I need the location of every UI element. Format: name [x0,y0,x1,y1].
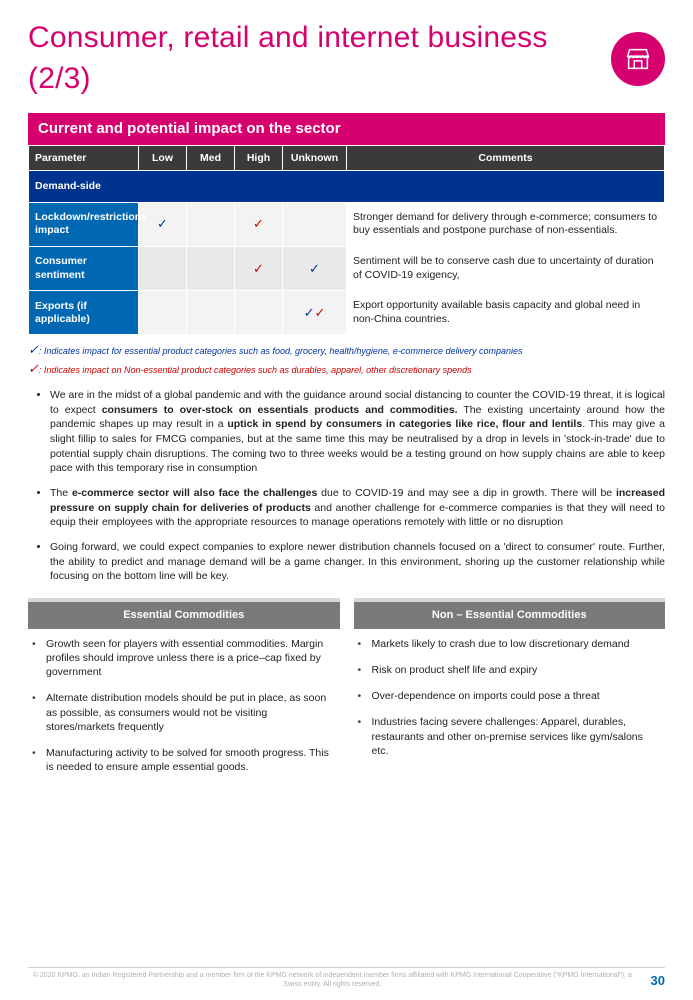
row-label: Exports (if applicable) [29,291,139,335]
cell-unknown: ✓ [283,246,347,290]
table-row: Lockdown/restrictions impact✓✓Stronger d… [29,202,665,246]
essential-heading: Essential Commodities [28,598,340,629]
page-number: 30 [651,972,665,990]
body-bullets: We are in the midst of a global pandemic… [28,388,665,584]
bullet-item: Going forward, we could expect companies… [50,540,665,584]
cell-med [187,246,235,290]
cell-high: ✓ [235,202,283,246]
col-parameter: Parameter [29,146,139,171]
cell-comment: Export opportunity available basis capac… [347,291,665,335]
col-med: Med [187,146,235,171]
legend: ✓: Indicates impact for essential produc… [28,341,665,377]
bullet-item: We are in the midst of a global pandemic… [50,388,665,476]
footer-copyright: © 2020 KPMG, an Indian Registered Partne… [28,972,637,990]
store-icon [611,32,665,86]
non-essential-column: Non – Essential Commodities Markets like… [354,598,666,786]
col-high: High [235,146,283,171]
list-item: Industries facing severe challenges: App… [358,715,662,758]
essential-column: Essential Commodities Growth seen for pl… [28,598,340,786]
row-label: Consumer sentiment [29,246,139,290]
col-comments: Comments [347,146,665,171]
row-label: Lockdown/restrictions impact [29,202,139,246]
list-item: Risk on product shelf life and expiry [358,663,662,677]
list-item: Manufacturing activity to be solved for … [32,746,336,774]
table-row: Exports (if applicable) ✓✓Export opportun… [29,291,665,335]
cell-high: ✓ [235,246,283,290]
bullet-item: The e-commerce sector will also face the… [50,486,665,530]
col-low: Low [139,146,187,171]
cell-low [139,246,187,290]
cell-unknown [283,202,347,246]
cell-low [139,291,187,335]
list-item: Growth seen for players with essential c… [32,637,336,680]
list-item: Markets likely to crash due to low discr… [358,637,662,651]
cell-high [235,291,283,335]
impact-table: Parameter Low Med High Unknown Comments … [28,145,665,335]
list-item: Over-dependence on imports could pose a … [358,689,662,703]
subhead-demand: Demand-side [29,171,665,202]
cell-med [187,291,235,335]
section-heading: Current and potential impact on the sect… [28,113,665,145]
cell-unknown: ✓✓ [283,291,347,335]
cell-comment: Sentiment will be to conserve cash due t… [347,246,665,290]
non-essential-heading: Non – Essential Commodities [354,598,666,629]
cell-comment: Stronger demand for delivery through e-c… [347,202,665,246]
page-title: Consumer, retail and internet business (… [28,18,611,99]
cell-med [187,202,235,246]
cell-low: ✓ [139,202,187,246]
col-unknown: Unknown [283,146,347,171]
table-row: Consumer sentiment✓✓Sentiment will be to… [29,246,665,290]
list-item: Alternate distribution models should be … [32,691,336,734]
